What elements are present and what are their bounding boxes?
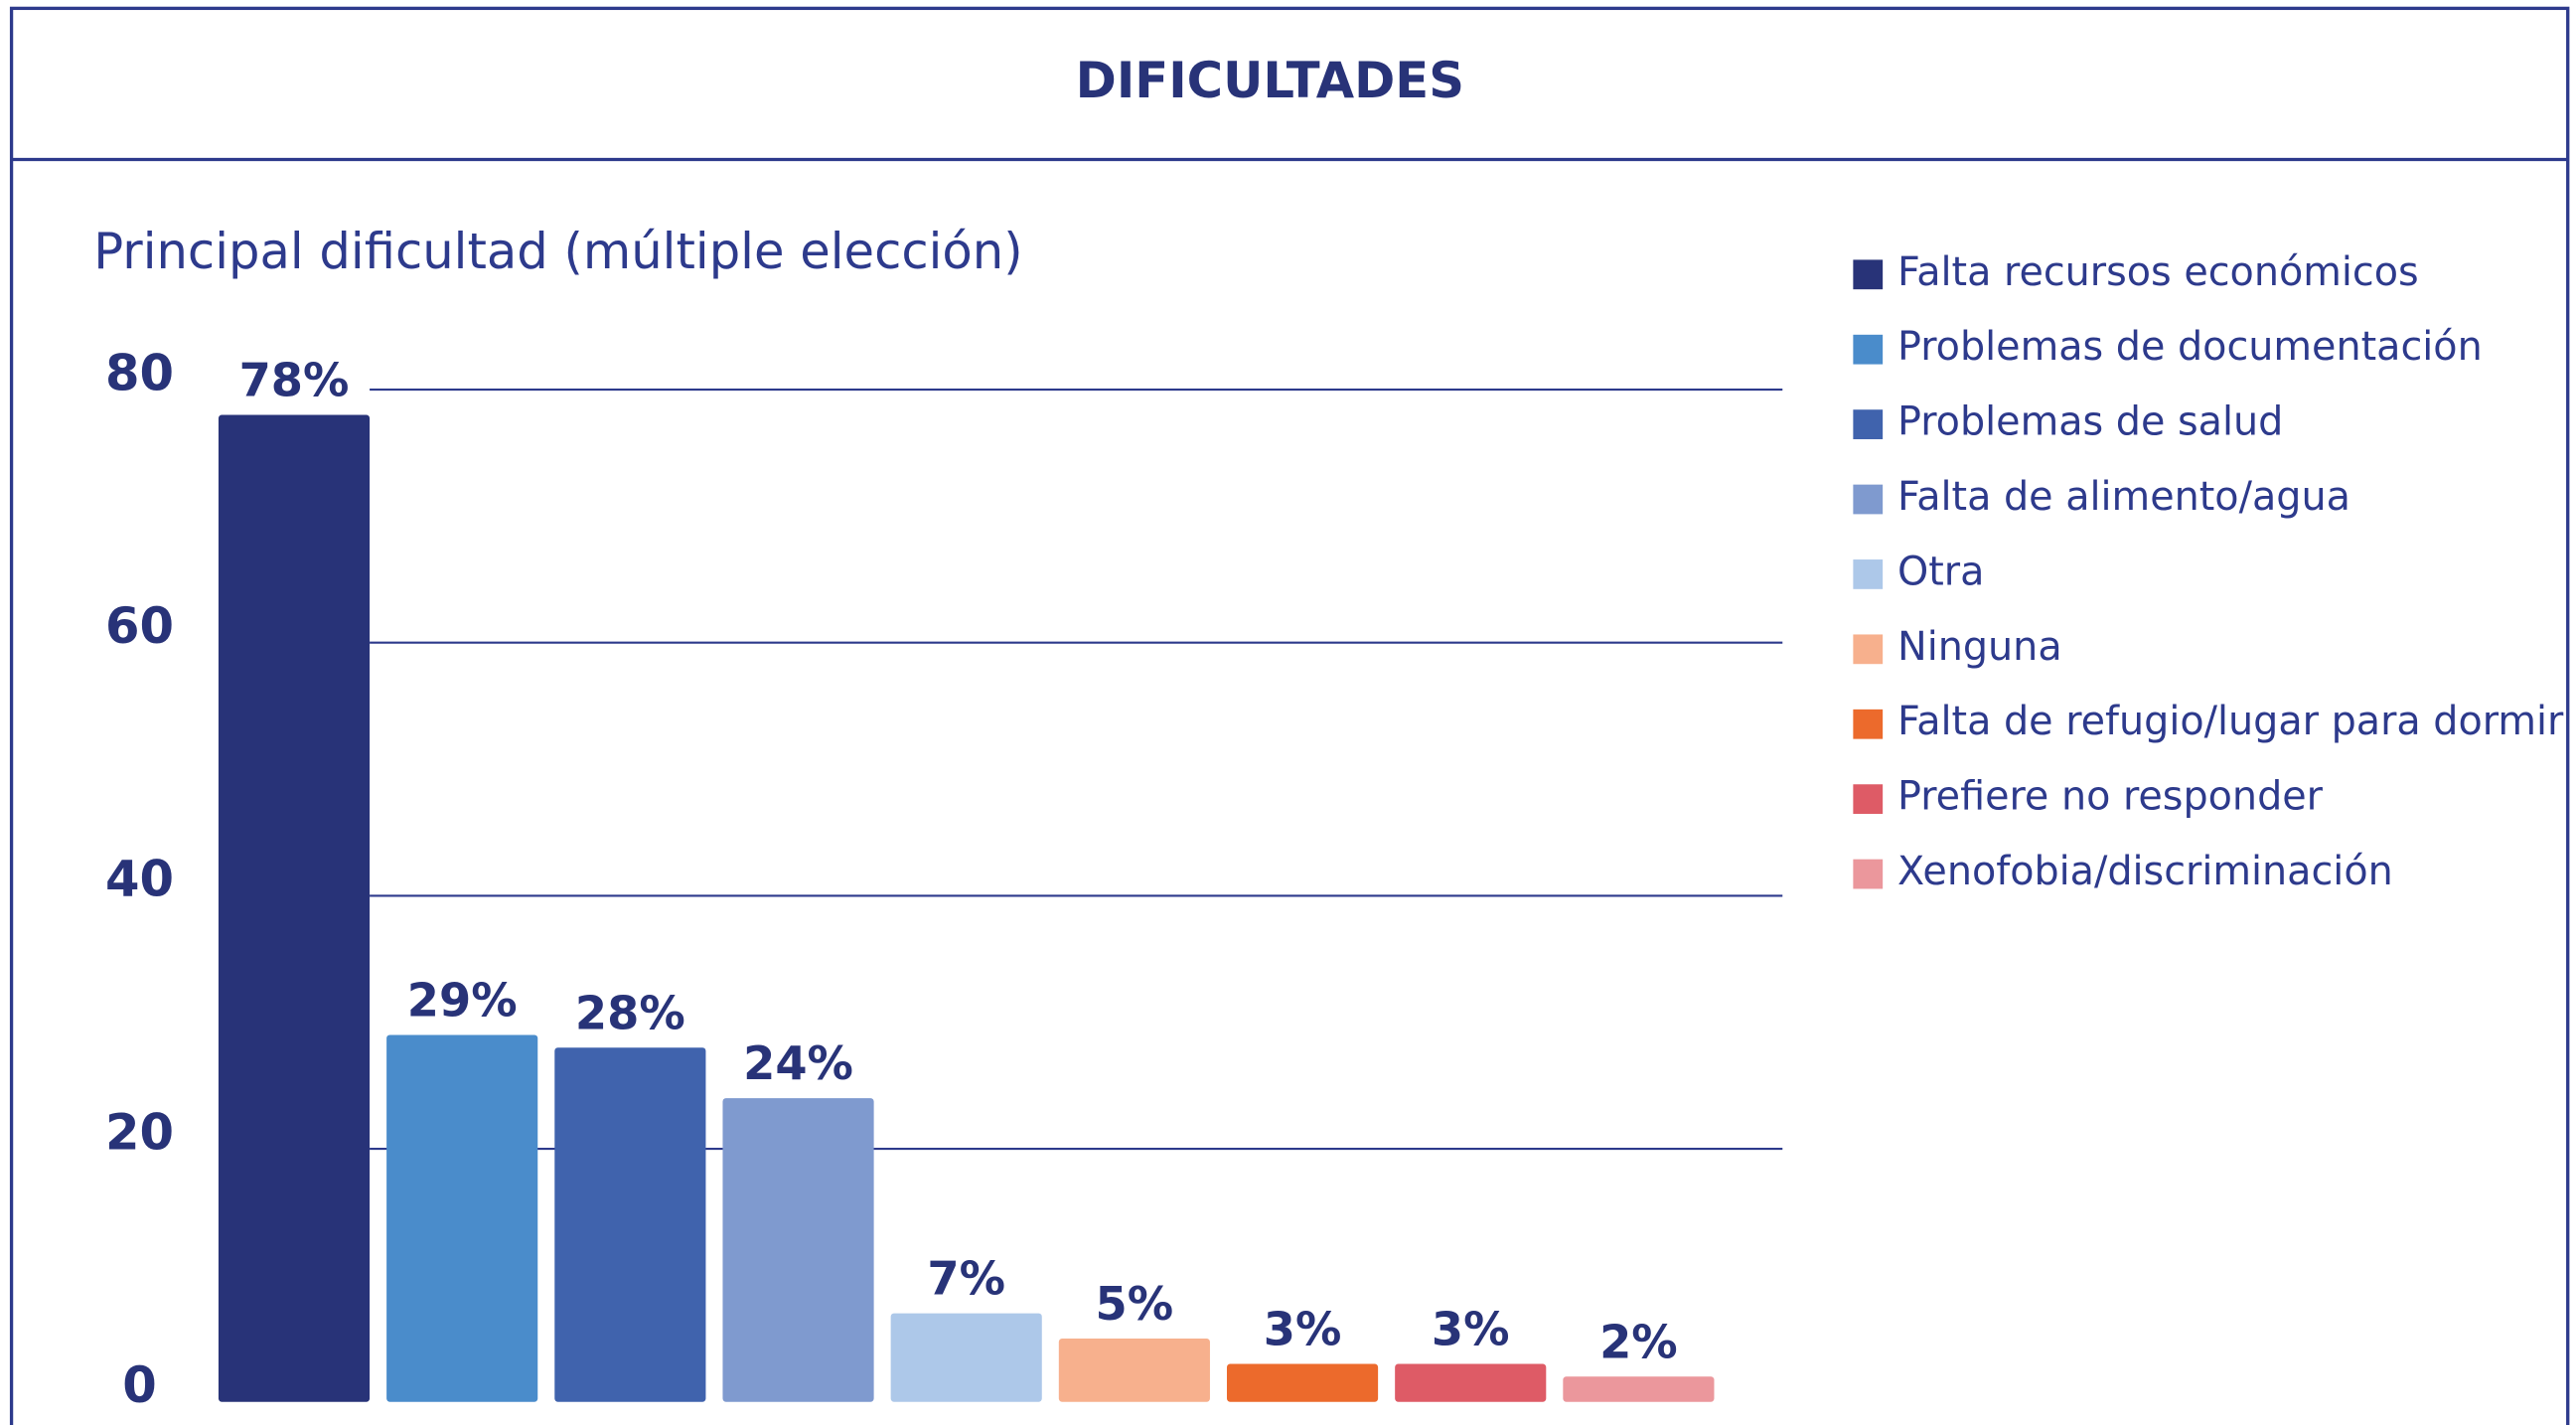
data-label: 78% — [239, 354, 350, 407]
y-tick-label: 20 — [105, 1103, 174, 1161]
legend-swatch — [1853, 784, 1884, 815]
legend-label: Prefiere no responder — [1897, 774, 2324, 820]
legend-swatch — [1853, 859, 1884, 889]
frame — [9, 6, 2570, 1425]
legend-swatch — [1853, 634, 1884, 665]
bar — [218, 414, 371, 1402]
data-label: 28% — [575, 986, 685, 1039]
bar — [1395, 1363, 1547, 1402]
data-label: 3% — [1264, 1303, 1342, 1356]
legend-label: Ninguna — [1897, 624, 2062, 670]
legend-label: Falta recursos económicos — [1897, 249, 2419, 295]
legend-swatch — [1853, 484, 1884, 515]
legend-swatch — [1853, 559, 1884, 589]
data-label: 2% — [1599, 1315, 1678, 1368]
legend-label: Falta de refugio/lugar para dormir — [1897, 699, 2564, 744]
y-tick-label: 80 — [105, 344, 174, 401]
legend-label: Problemas de documentación — [1897, 324, 2483, 370]
bar — [890, 1313, 1042, 1402]
bar — [1226, 1363, 1379, 1402]
legend-swatch — [1853, 334, 1884, 365]
legend-label: Problemas de salud — [1897, 399, 2283, 445]
data-label: 5% — [1096, 1277, 1174, 1331]
bar — [1563, 1376, 1715, 1402]
legend-label: Otra — [1897, 549, 1984, 594]
bar — [1058, 1339, 1210, 1402]
legend-swatch — [1853, 709, 1884, 739]
legend-label: Falta de alimento/agua — [1897, 474, 2350, 520]
bar — [722, 1098, 874, 1402]
data-label: 3% — [1432, 1303, 1510, 1356]
data-label: 24% — [743, 1036, 853, 1090]
y-tick-label: 40 — [105, 851, 174, 908]
chart-subtitle: Principal dificultad (múltiple elección) — [93, 223, 1022, 280]
legend-swatch — [1853, 409, 1884, 439]
data-label: 29% — [407, 974, 518, 1028]
bar — [386, 1034, 538, 1402]
legend-swatch — [1853, 259, 1884, 290]
y-tick-label: 60 — [105, 597, 174, 655]
data-label: 7% — [927, 1252, 1005, 1306]
y-tick-label: 0 — [122, 1356, 157, 1414]
legend-label: Xenofobia/discriminación — [1897, 849, 2393, 894]
bar — [554, 1047, 706, 1402]
chart-title: DIFICULTADES — [1076, 52, 1464, 109]
